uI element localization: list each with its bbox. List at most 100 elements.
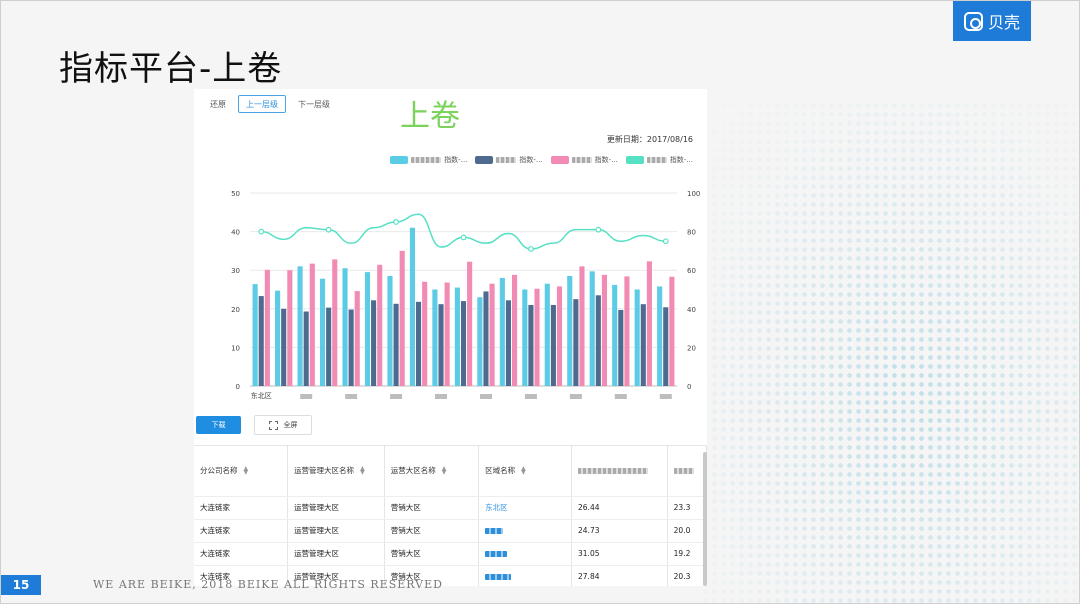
bar — [432, 289, 438, 386]
line-point — [595, 226, 602, 233]
table-scrollbar[interactable] — [703, 452, 707, 586]
column-header-metric-blurred[interactable] — [667, 446, 707, 497]
indicator-platform-screenshot: 还原 上一层级 下一层级 上卷 更新日期：2017/08/16 指数-... 指… — [194, 89, 707, 586]
roll-up-button[interactable]: 上一层级 — [238, 95, 286, 113]
bar — [550, 304, 556, 386]
y-right-tick-label: 60 — [687, 267, 696, 275]
area-link-cell[interactable] — [478, 565, 573, 586]
legend-item[interactable]: 指数-... — [390, 155, 467, 165]
fullscreen-label: 全屏 — [283, 421, 298, 429]
bar — [264, 269, 270, 386]
data-table: 分公司名称 ▲ ▼ 运营管理大区名称 ▲ ▼ 运营大区名称 ▲ ▼ 区域名称 ▲ ▼ 大连链家运… — [194, 445, 707, 586]
blurred-area-link[interactable] — [485, 528, 504, 534]
bar — [252, 284, 258, 386]
table-cell: 27.84 — [571, 565, 668, 586]
bar — [483, 291, 489, 386]
line-point — [393, 219, 399, 225]
header-label: 分公司名称 — [200, 466, 238, 476]
dot-pattern-decoration — [701, 101, 1079, 603]
table-row: 大连链家 运营管理大区 营销大区 27.84 20.3 — [194, 565, 707, 586]
line-point — [258, 228, 265, 235]
bar — [612, 284, 618, 386]
bar — [377, 264, 383, 386]
logo-text: 贝壳 — [987, 13, 1020, 32]
fullscreen-button[interactable]: 全屏 — [254, 415, 312, 435]
table-cell: 大连链家 — [194, 565, 289, 586]
legend-item[interactable]: 指数-... — [475, 155, 543, 165]
bar — [332, 259, 338, 386]
bar — [281, 308, 287, 386]
table-cell: 23.3 — [667, 496, 707, 520]
table-cell: 24.73 — [571, 519, 668, 543]
bar — [499, 277, 505, 386]
table-cell: 营销大区 — [384, 496, 480, 520]
table-cell: 运营管理大区 — [287, 519, 385, 543]
table-header-row: 分公司名称 ▲ ▼ 运营管理大区名称 ▲ ▼ 运营大区名称 ▲ ▼ 区域名称 ▲ ▼ — [194, 446, 707, 497]
restore-button[interactable]: 还原 — [202, 95, 234, 113]
y-right-tick-label: 100 — [687, 190, 700, 198]
bar — [534, 288, 540, 386]
y-left-tick-label: 50 — [231, 190, 240, 198]
roll-up-annotation: 上卷 — [400, 99, 460, 134]
sort-icon[interactable]: ▲ ▼ — [441, 465, 447, 477]
legend-item[interactable]: 指数-... — [550, 155, 618, 165]
table-row: 大连链家 运营管理大区 营销大区 31.05 19.2 — [194, 542, 707, 566]
bar — [342, 268, 348, 386]
blurred-legend-text — [496, 157, 517, 163]
area-link-cell[interactable] — [478, 519, 573, 543]
legend-item[interactable]: 指数-... — [625, 155, 693, 165]
table-row: 大连链家 运营管理大区 营销大区 东北区 26.44 23.3 — [194, 496, 707, 520]
area-link-cell[interactable]: 东北区 — [478, 496, 573, 520]
bar — [544, 283, 550, 386]
blurred-area-link[interactable] — [485, 574, 512, 580]
area-link-cell[interactable] — [478, 542, 573, 566]
blurred-x-tick-label — [435, 394, 448, 399]
bar — [579, 266, 585, 386]
y-left-tick-label: 20 — [231, 306, 240, 314]
bar — [422, 281, 428, 386]
bar — [489, 283, 495, 386]
line-point — [662, 238, 669, 245]
table-cell: 大连链家 — [194, 542, 289, 566]
sort-icon[interactable]: ▲ ▼ — [243, 465, 249, 477]
blurred-header-text — [673, 468, 694, 475]
legend-swatch — [625, 156, 644, 164]
blurred-legend-text — [646, 157, 667, 163]
y-right-tick-label: 40 — [687, 306, 696, 314]
blurred-legend-text — [571, 157, 592, 163]
sort-icon[interactable]: ▲ ▼ — [521, 465, 526, 477]
column-header-ops-mgmt-region[interactable]: 运营管理大区名称 ▲ ▼ — [287, 446, 385, 497]
bar — [467, 261, 473, 386]
legend-label: 指数-... — [519, 156, 543, 164]
sort-icon[interactable]: ▲ ▼ — [360, 465, 365, 477]
legend-label: 指数-... — [594, 156, 618, 164]
bar — [326, 307, 332, 386]
download-button[interactable]: 下载 — [196, 416, 241, 434]
table-cell: 19.2 — [667, 542, 707, 566]
bar — [393, 303, 399, 386]
column-header-branch[interactable]: 分公司名称 ▲ ▼ — [194, 446, 289, 497]
bar — [409, 227, 415, 386]
blurred-area-link[interactable] — [485, 551, 508, 557]
bar — [303, 311, 309, 386]
y-right-tick-label: 20 — [687, 344, 696, 352]
table-cell: 运营管理大区 — [287, 496, 385, 520]
legend-swatch — [550, 156, 569, 164]
bar — [309, 263, 315, 386]
y-right-tick-label: 80 — [687, 229, 696, 237]
column-header-ops-region[interactable]: 运营大区名称 ▲ ▼ — [384, 446, 480, 497]
area-link[interactable]: 东北区 — [485, 503, 508, 512]
bar — [618, 309, 624, 386]
column-header-metric-blurred[interactable] — [571, 446, 668, 497]
bar — [297, 266, 303, 386]
y-left-tick-label: 40 — [231, 229, 240, 237]
header-label: 运营大区名称 — [390, 466, 436, 476]
update-date: 更新日期：2017/08/16 — [606, 135, 693, 144]
column-header-area[interactable]: 区域名称 ▲ ▼ — [478, 446, 573, 497]
blurred-x-tick-label — [524, 394, 537, 399]
drill-down-button[interactable]: 下一层级 — [290, 95, 338, 113]
bar — [601, 274, 608, 386]
fullscreen-icon — [268, 420, 278, 430]
bar — [438, 304, 444, 386]
legend-label: 指数-... — [444, 156, 468, 164]
